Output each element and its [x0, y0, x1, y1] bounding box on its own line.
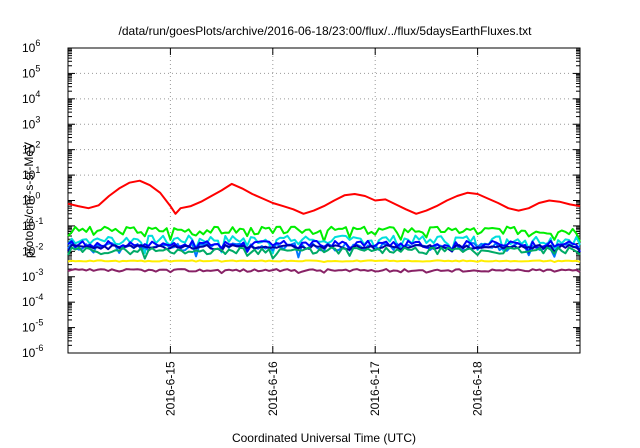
y-tick-label: 100: [22, 191, 40, 208]
x-axis-label: Coordinated Universal Time (UTC): [232, 431, 416, 445]
y-axis-label: protons/cm²-s-sr-MeV: [22, 142, 36, 258]
x-tick-label: 2016-6-16: [266, 361, 280, 416]
y-tick-label: 103: [22, 114, 40, 131]
y-tick-label: 10-6: [22, 343, 43, 360]
series-line: [67, 243, 581, 253]
chart-title: /data/run/goesPlots/archive/2016-06-18/2…: [119, 24, 533, 38]
y-axis-ticks: 10-6 10-5 10-4 10-3 10-2 10-1 100 101 102 103 104 1…: [22, 38, 580, 360]
x-tick-label: 2016-6-15: [163, 361, 177, 416]
x-axis-ticks: 2016-6-15 2016-6-16 2016-6-17 2016-6-18: [163, 48, 485, 416]
grid: [68, 48, 580, 353]
y-tick-label: 102: [22, 140, 40, 157]
series-group: [67, 179, 581, 275]
series-line: [67, 225, 581, 243]
series-line: [67, 246, 581, 260]
y-tick-label: 10-5: [22, 318, 43, 335]
series-line: [67, 259, 581, 263]
series-line: [67, 179, 581, 215]
series-line: [67, 234, 581, 255]
y-tick-label: 10-2: [22, 241, 43, 258]
y-tick-label: 10-1: [22, 216, 43, 233]
y-tick-label: 105: [22, 63, 40, 80]
y-tick-label: 106: [22, 38, 40, 55]
plot-frame: [67, 47, 581, 354]
x-tick-label: 2016-6-18: [471, 361, 485, 416]
y-tick-label: 104: [22, 89, 40, 106]
series-line: [67, 268, 581, 275]
y-tick-label: 10-3: [22, 267, 43, 284]
x-tick-label: 2016-6-17: [368, 361, 382, 416]
y-tick-label: 10-4: [22, 292, 43, 309]
series-line: [67, 239, 581, 254]
y-tick-label: 101: [22, 165, 40, 182]
